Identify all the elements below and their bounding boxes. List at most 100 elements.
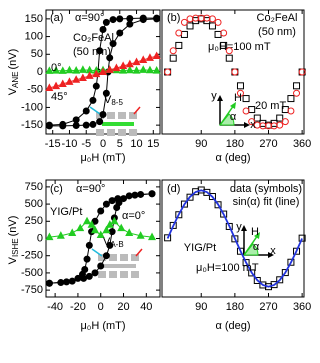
- y-tick-label: -500: [21, 267, 43, 279]
- y-tick-label: 750: [25, 181, 43, 193]
- x-axis-label: α (deg): [215, 152, 250, 164]
- marker: [126, 20, 134, 28]
- x-tick-label: -20: [70, 301, 86, 313]
- contact-pad: [107, 112, 115, 119]
- annotation: α: [230, 111, 237, 123]
- marker: [83, 216, 92, 225]
- marker: [109, 16, 117, 24]
- marker: [270, 281, 278, 289]
- x-tick-label: 0: [98, 301, 104, 313]
- y-axis-label: VANE(nV): [7, 49, 20, 96]
- marker: [80, 274, 88, 282]
- marker: [225, 47, 233, 55]
- probe-wire: [89, 106, 101, 115]
- marker: [231, 68, 239, 76]
- arrow-head: [268, 252, 274, 258]
- marker: [106, 241, 114, 249]
- marker: [147, 232, 157, 241]
- y-tick-label: 250: [25, 215, 43, 227]
- x-tick-label: -15: [45, 138, 61, 150]
- contact-pad: [109, 254, 117, 261]
- annotation: (b): [167, 12, 180, 24]
- marker: [78, 73, 87, 82]
- marker: [203, 188, 211, 196]
- x-axis-label: μ₀H (mT): [80, 320, 125, 332]
- x-axis-label: α (deg): [215, 320, 250, 332]
- y-axis-label: VISHE(nV): [7, 216, 20, 265]
- marker: [68, 277, 76, 285]
- marker: [99, 111, 107, 119]
- marker: [220, 29, 228, 37]
- annotation: YIG/Pt: [184, 242, 216, 254]
- contact-pad: [129, 129, 137, 136]
- annotation: Co₂FeAl: [73, 32, 114, 44]
- y-axis-label-sub: ISHE: [11, 238, 20, 257]
- marker: [45, 121, 53, 129]
- marker: [120, 195, 128, 203]
- marker: [102, 18, 110, 26]
- y-axis-label-unit: (nV): [7, 216, 19, 237]
- marker: [98, 67, 108, 75]
- marker: [59, 120, 67, 128]
- x-tick-label: -5: [81, 138, 91, 150]
- marker: [72, 116, 80, 124]
- contact-pad: [129, 112, 137, 119]
- marker: [112, 63, 121, 72]
- marker: [214, 30, 222, 38]
- x-tick-label: 10: [130, 138, 142, 150]
- marker: [293, 89, 301, 97]
- contact-pad: [120, 271, 128, 278]
- marker: [102, 225, 111, 234]
- x-tick-label: 180: [226, 301, 244, 313]
- marker: [85, 272, 93, 280]
- arrow-head: [241, 225, 247, 231]
- marker: [45, 279, 53, 287]
- marker: [259, 122, 267, 130]
- annotation-main: V: [104, 94, 112, 106]
- y-tick-label: 100: [25, 30, 43, 42]
- marker: [169, 221, 177, 229]
- marker: [180, 30, 188, 38]
- marker: [119, 66, 128, 74]
- annotation: y: [236, 221, 242, 233]
- x-tick-label: 270: [259, 138, 277, 150]
- marker: [248, 106, 256, 114]
- marker: [56, 231, 65, 239]
- marker: [186, 193, 194, 201]
- annotation: YIG/Pt: [50, 206, 82, 218]
- marker: [83, 255, 91, 263]
- marker: [220, 210, 228, 218]
- marker: [92, 82, 100, 90]
- marker: [97, 262, 105, 270]
- marker: [175, 41, 183, 49]
- marker: [115, 199, 123, 207]
- marker: [145, 53, 154, 61]
- y-axis-label-unit: (nV): [7, 49, 19, 70]
- marker: [97, 207, 105, 215]
- y-tick-label: -50: [27, 84, 43, 96]
- x-tick-label: 270: [259, 301, 277, 313]
- y-tick-label: -750: [21, 284, 43, 296]
- marker: [208, 15, 216, 23]
- annotation: x: [250, 119, 256, 131]
- marker: [91, 269, 99, 277]
- marker: [236, 89, 244, 97]
- x-tick-label: 90: [195, 301, 207, 313]
- marker: [87, 220, 96, 228]
- marker: [65, 77, 74, 85]
- marker: [180, 200, 188, 208]
- field-arrow: [243, 234, 259, 256]
- marker: [85, 241, 93, 249]
- marker: [208, 193, 216, 201]
- marker: [125, 65, 134, 74]
- marker: [276, 121, 284, 129]
- marker: [281, 269, 289, 277]
- marker: [214, 201, 222, 209]
- contact-pad: [98, 271, 106, 278]
- arrow-head: [244, 122, 250, 128]
- arrow-head: [230, 102, 236, 109]
- marker: [110, 216, 119, 225]
- marker: [132, 66, 141, 74]
- annotation: y: [211, 90, 217, 102]
